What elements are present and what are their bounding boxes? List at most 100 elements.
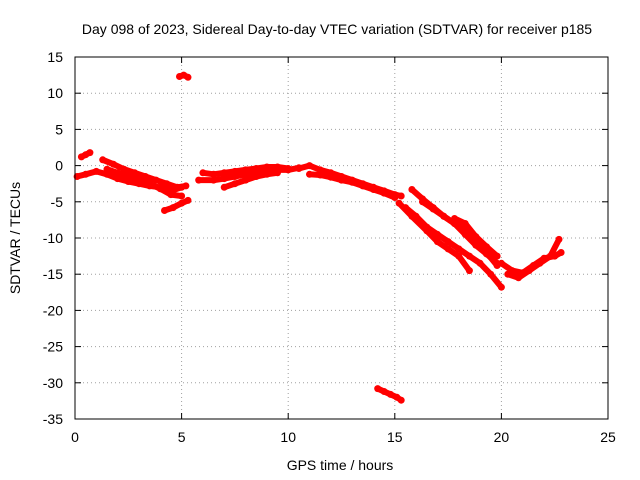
y-tick-label: 15	[47, 49, 63, 65]
y-tick-label: -30	[43, 375, 63, 391]
data-point	[433, 238, 441, 246]
data-point	[210, 176, 218, 184]
data-series	[395, 199, 473, 275]
data-point	[546, 252, 554, 260]
data-point	[423, 227, 431, 235]
data-point	[465, 252, 473, 260]
data-point	[173, 183, 181, 191]
data-point	[487, 270, 495, 278]
data-point	[461, 230, 469, 238]
data-point	[370, 186, 377, 193]
x-tick-label: 25	[600, 429, 616, 445]
data-point	[472, 241, 480, 249]
data-point	[408, 186, 416, 193]
data-point	[465, 267, 473, 275]
y-tick-label: -5	[51, 194, 64, 210]
data-point	[161, 207, 168, 214]
data-point	[120, 165, 128, 173]
x-tick-label: 0	[71, 429, 79, 445]
data-point	[408, 212, 416, 220]
data-point	[199, 169, 207, 177]
data-point	[348, 178, 356, 186]
x-tick-label: 5	[178, 429, 186, 445]
data-point	[444, 238, 452, 246]
data-point	[135, 176, 143, 184]
data-series	[374, 385, 405, 404]
data-point	[395, 199, 403, 207]
data-series	[306, 170, 399, 201]
data-point	[274, 169, 281, 177]
chart-title: Day 098 of 2023, Sidereal Day-to-day VTE…	[82, 21, 592, 37]
data-point	[103, 165, 111, 173]
data-point	[359, 182, 367, 190]
x-axis-label: GPS time / hours	[287, 457, 394, 473]
data-point	[515, 274, 522, 282]
data-point	[167, 191, 175, 199]
data-point	[242, 176, 250, 184]
data-point	[146, 180, 154, 188]
data-point	[220, 183, 228, 191]
data-point	[182, 182, 190, 190]
y-tick-label: 10	[47, 85, 63, 101]
grid	[75, 57, 608, 419]
data-point	[274, 163, 281, 171]
data-series	[99, 156, 190, 191]
data-point	[124, 173, 132, 180]
y-axis-label: SDTVAR / TECUs	[7, 182, 23, 294]
data-point	[178, 192, 186, 200]
data-point	[295, 165, 303, 172]
data-point	[338, 176, 345, 184]
y-tick-label: -35	[43, 411, 63, 427]
data-point	[252, 173, 260, 180]
data-point	[263, 170, 271, 178]
y-tick-label: -15	[43, 266, 63, 282]
data-point	[231, 173, 239, 180]
data-point	[156, 185, 164, 193]
data-point	[504, 270, 512, 278]
data-point	[231, 180, 239, 188]
data-point	[163, 180, 171, 188]
data-series	[451, 215, 501, 260]
data-point	[380, 388, 388, 395]
data-series	[77, 149, 94, 161]
data-point	[387, 390, 394, 398]
data-point	[184, 73, 192, 81]
y-tick-label: 5	[55, 121, 63, 137]
x-tick-label: 10	[280, 429, 296, 445]
data-point	[82, 170, 90, 178]
data-point	[263, 163, 271, 171]
data-point	[114, 175, 122, 183]
x-tick-label: 20	[494, 429, 510, 445]
data-point	[493, 252, 501, 260]
data-point	[252, 165, 260, 172]
data-point	[131, 169, 139, 177]
data-point	[92, 167, 100, 175]
data-point	[86, 149, 94, 157]
data-point	[497, 283, 505, 291]
axis-ticks: 0 5 10 15 20 25 15 10 5 0 -5 -10 -15 -20 -25 -30 -35	[43, 49, 616, 445]
data-point	[114, 169, 122, 177]
y-tick-label: -20	[43, 302, 63, 318]
data-series	[161, 196, 192, 214]
data-point	[419, 198, 426, 206]
y-tick-label: -25	[43, 339, 63, 355]
data-point	[306, 162, 313, 170]
x-tick-label: 15	[387, 429, 403, 445]
data-point	[525, 267, 533, 275]
data-point	[476, 259, 484, 267]
data-point	[391, 194, 399, 201]
data-point	[306, 170, 313, 178]
data-point	[472, 233, 480, 241]
data-point	[440, 212, 448, 220]
data-point	[380, 189, 388, 197]
data-point	[455, 252, 463, 260]
data-point	[397, 192, 405, 200]
data-point	[231, 167, 239, 175]
data-point	[109, 160, 117, 168]
data-point	[451, 215, 458, 222]
data-point	[555, 235, 563, 243]
data-point	[316, 166, 324, 174]
data-point	[210, 170, 218, 178]
